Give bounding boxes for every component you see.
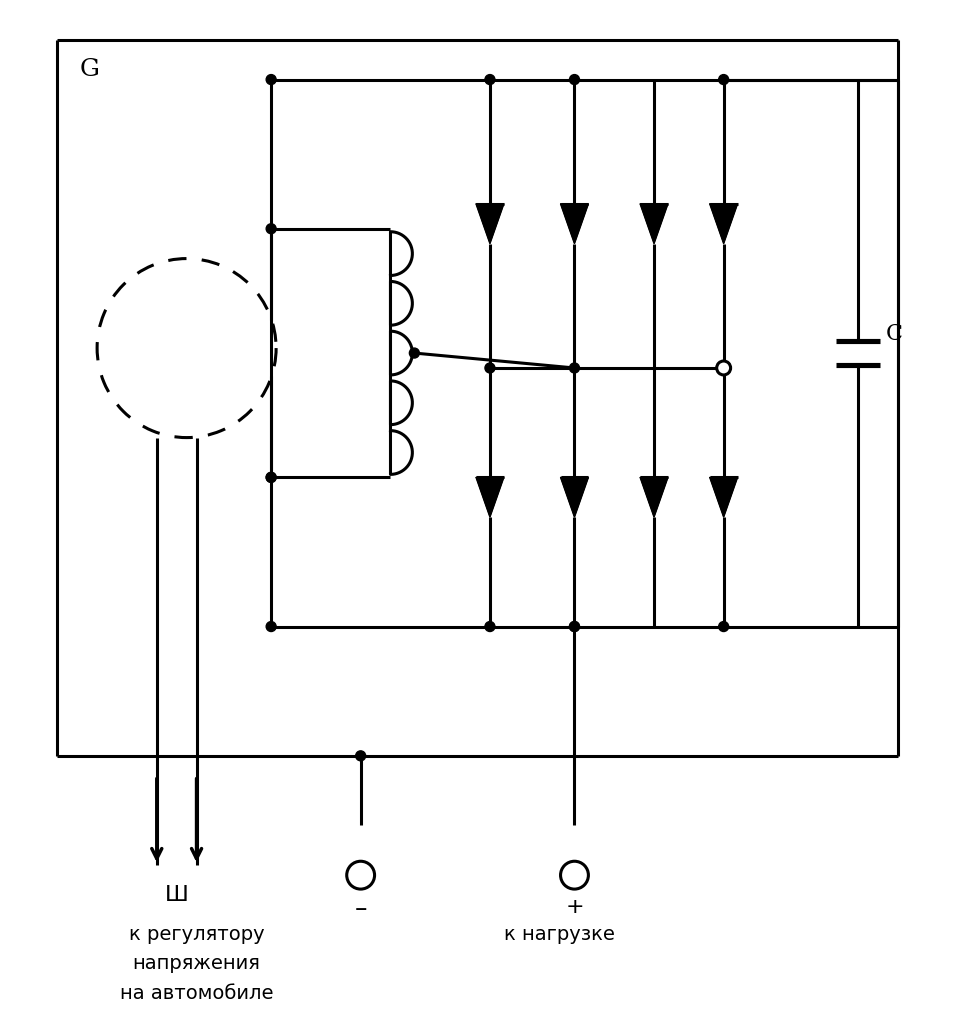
Circle shape xyxy=(409,348,420,358)
Circle shape xyxy=(718,75,729,85)
Circle shape xyxy=(266,224,276,233)
Text: C: C xyxy=(886,324,902,345)
Text: –: – xyxy=(354,897,367,921)
Circle shape xyxy=(569,622,580,632)
Circle shape xyxy=(485,75,495,85)
Circle shape xyxy=(569,622,580,632)
Circle shape xyxy=(266,622,276,632)
Circle shape xyxy=(347,861,375,889)
Text: +: + xyxy=(565,897,583,918)
Circle shape xyxy=(569,362,580,373)
Circle shape xyxy=(355,751,366,761)
Polygon shape xyxy=(640,204,668,244)
Polygon shape xyxy=(560,477,588,517)
Text: Ш: Ш xyxy=(165,885,189,905)
Text: G: G xyxy=(80,57,100,81)
Polygon shape xyxy=(710,477,738,517)
Circle shape xyxy=(485,622,495,632)
Polygon shape xyxy=(640,477,668,517)
Circle shape xyxy=(718,622,729,632)
Text: к регулятору
напряжения
на автомобиле: к регулятору напряжения на автомобиле xyxy=(120,925,273,1002)
Polygon shape xyxy=(710,204,738,244)
Polygon shape xyxy=(476,477,504,517)
Circle shape xyxy=(266,75,276,85)
Text: к нагрузке: к нагрузке xyxy=(504,925,615,944)
Circle shape xyxy=(266,472,276,482)
Circle shape xyxy=(717,361,731,375)
Circle shape xyxy=(560,861,588,889)
Circle shape xyxy=(266,472,276,482)
Polygon shape xyxy=(560,204,588,244)
Polygon shape xyxy=(476,204,504,244)
Circle shape xyxy=(569,75,580,85)
Circle shape xyxy=(485,362,495,373)
